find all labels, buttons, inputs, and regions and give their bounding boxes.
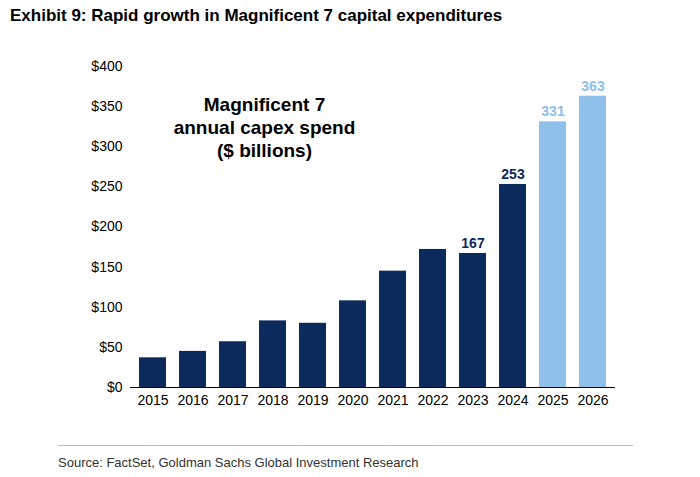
svg-text:2024: 2024 <box>497 392 528 408</box>
svg-text:2021: 2021 <box>377 392 408 408</box>
svg-text:331: 331 <box>541 103 565 119</box>
svg-text:2019: 2019 <box>297 392 328 408</box>
svg-text:$250: $250 <box>91 178 122 194</box>
svg-text:$150: $150 <box>91 259 122 275</box>
svg-text:2015: 2015 <box>137 392 168 408</box>
svg-text:$0: $0 <box>107 379 123 395</box>
svg-text:363: 363 <box>581 78 605 94</box>
html-text:Magnificent 7 annual capex spe: Magnificent 7 annual capex spend ($ bill… <box>173 94 356 161</box>
svg-text:$50: $50 <box>99 339 123 355</box>
svg-text:2020: 2020 <box>337 392 368 408</box>
svg-text:$200: $200 <box>91 218 122 234</box>
svg-text:$300: $300 <box>91 138 122 154</box>
html-text:Exhibit 9: Rapid growth in Mag: Exhibit 9: Rapid growth in Magnificent 7… <box>10 6 503 25</box>
svg-text:$350: $350 <box>91 98 122 114</box>
svg-text:2026: 2026 <box>577 392 608 408</box>
svg-text:2025: 2025 <box>537 392 568 408</box>
html-text:Source: FactSet, Goldman Sachs: Source: FactSet, Goldman Sachs Global In… <box>58 455 419 470</box>
svg-text:2023: 2023 <box>457 392 488 408</box>
svg-text:2018: 2018 <box>257 392 288 408</box>
svg-text:2016: 2016 <box>177 392 208 408</box>
svg-text:$400: $400 <box>91 58 122 74</box>
svg-text:2022: 2022 <box>417 392 448 408</box>
svg-text:253: 253 <box>501 166 525 182</box>
svg-text:167: 167 <box>461 235 485 251</box>
svg-text:2017: 2017 <box>217 392 248 408</box>
svg-text:$100: $100 <box>91 299 122 315</box>
